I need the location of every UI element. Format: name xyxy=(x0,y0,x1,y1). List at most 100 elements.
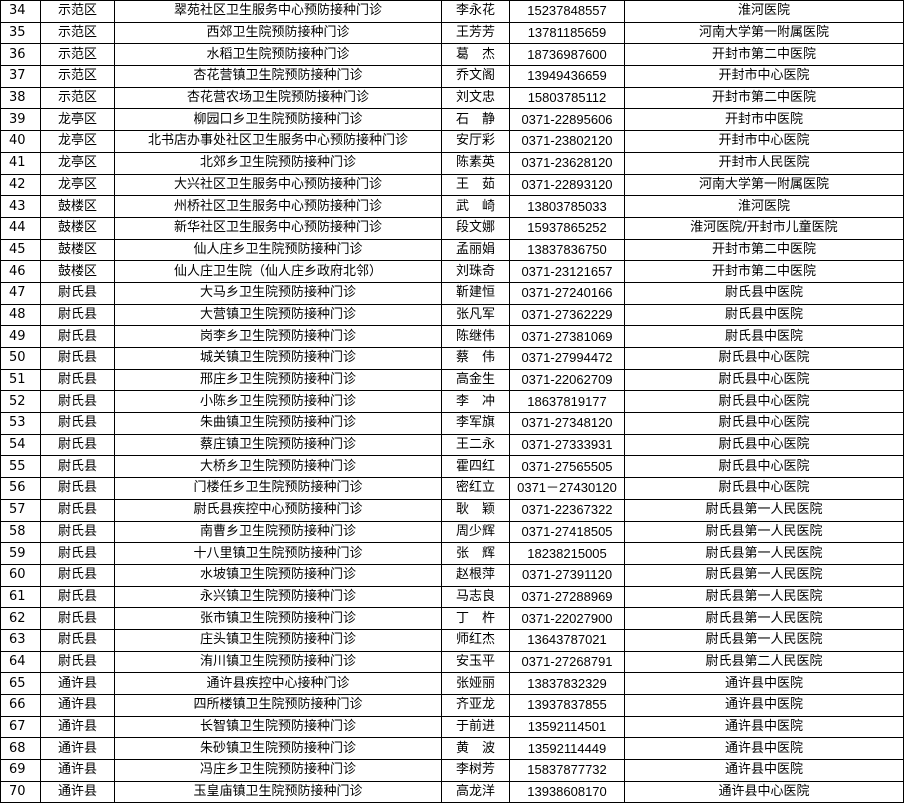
contact-person: 于前进 xyxy=(441,715,510,739)
contact-person: 蔡 伟 xyxy=(441,347,510,370)
phone-number: 0371-27333931 xyxy=(509,433,625,457)
designated-hospital: 尉氏县第一人民医院 xyxy=(624,498,904,522)
contact-person: 高龙洋 xyxy=(441,780,510,804)
clinic-name: 北郊乡卫生院预防接种门诊 xyxy=(114,151,442,175)
district: 鼓楼区 xyxy=(40,216,115,240)
row-number: 65 xyxy=(0,672,41,695)
clinic-name: 城关镇卫生院预防接种门诊 xyxy=(114,347,442,370)
row-number: 60 xyxy=(0,563,41,587)
clinic-name: 长智镇卫生院预防接种门诊 xyxy=(114,715,442,739)
phone-number: 13592114501 xyxy=(509,715,625,739)
designated-hospital: 通许县中医院 xyxy=(624,715,904,739)
district: 尉氏县 xyxy=(40,325,115,348)
district: 尉氏县 xyxy=(40,281,115,305)
clinic-name: 通许县疾控中心接种门诊 xyxy=(114,672,442,695)
row-number: 43 xyxy=(0,195,41,218)
table-row: 44 鼓楼区 新华社区卫生服务中心预防接种门诊 段文娜 15937865252 淮河医院/… xyxy=(0,216,904,240)
contact-person: 李 冲 xyxy=(441,390,510,414)
table-row: 64 尉氏县 洧川镇卫生院预防接种门诊 安玉平 0371-27268791 尉氏县第二人民… xyxy=(0,650,904,674)
contact-person: 丁 杵 xyxy=(441,607,510,630)
district: 尉氏县 xyxy=(40,390,115,414)
district: 尉氏县 xyxy=(40,563,115,587)
district: 示范区 xyxy=(40,65,115,88)
contact-person: 张凡军 xyxy=(441,303,510,327)
phone-number: 0371-27240166 xyxy=(509,281,625,305)
row-number: 45 xyxy=(0,238,41,262)
district: 尉氏县 xyxy=(40,607,115,630)
phone-number: 0371-22893120 xyxy=(509,173,625,197)
district: 龙亭区 xyxy=(40,173,115,197)
district: 尉氏县 xyxy=(40,347,115,370)
district: 尉氏县 xyxy=(40,433,115,457)
phone-number: 0371-22895606 xyxy=(509,108,625,132)
designated-hospital: 河南大学第一附属医院 xyxy=(624,173,904,197)
phone-number: 13803785033 xyxy=(509,195,625,218)
table-row: 58 尉氏县 南曹乡卫生院预防接种门诊 周少辉 0371-27418505 尉氏县第一人民… xyxy=(0,520,904,544)
clinic-name: 水稻卫生院预防接种门诊 xyxy=(114,43,442,67)
contact-person: 葛 杰 xyxy=(441,43,510,67)
clinic-name: 十八里镇卫生院预防接种门诊 xyxy=(114,542,442,565)
phone-number: 0371-22027900 xyxy=(509,607,625,630)
table-row: 36 示范区 水稻卫生院预防接种门诊葛 杰 18736987600 开封市第二中医院 xyxy=(0,43,904,67)
designated-hospital: 尉氏县中医院 xyxy=(624,303,904,327)
table-row: 40 龙亭区 北书店办事处社区卫生服务中心预防接种门诊 安厅彩 0371-2380212… xyxy=(0,130,904,153)
table-row: 45 鼓楼区 仙人庄乡卫生院预防接种门诊 孟丽娟 13837836750 开封市第二中医院 xyxy=(0,238,904,262)
phone-number: 15803785112 xyxy=(509,86,625,110)
contact-person: 王二永 xyxy=(441,433,510,457)
contact-person: 周少辉 xyxy=(441,520,510,544)
contact-person: 密红立 xyxy=(441,477,510,500)
phone-number: 0371-27565505 xyxy=(509,455,625,479)
row-number: 48 xyxy=(0,303,41,327)
row-number: 54 xyxy=(0,433,41,457)
table-row: 48 尉氏县 大营镇卫生院预防接种门诊 张凡军 0371-27362229 尉氏县中医院 xyxy=(0,303,904,327)
table-row: 47 尉氏县 大马乡卫生院预防接种门诊 靳建恒 0371-27240166 尉氏县中医院 xyxy=(0,281,904,305)
designated-hospital: 开封市第二中医院 xyxy=(624,238,904,262)
row-number: 42 xyxy=(0,173,41,197)
clinic-name: 洧川镇卫生院预防接种门诊 xyxy=(114,650,442,674)
district: 示范区 xyxy=(40,21,115,45)
district: 示范区 xyxy=(40,43,115,67)
table-row: 63 尉氏县 庄头镇卫生院预防接种门诊 师红杰 13643787021 尉氏县第一人民医院 xyxy=(0,628,904,652)
row-number: 57 xyxy=(0,498,41,522)
table-row: 41 龙亭区 北郊乡卫生院预防接种门诊 陈素英 0371-23628120 开封市人民医院 xyxy=(0,151,904,175)
clinic-name: 四所楼镇卫生院预防接种门诊 xyxy=(114,694,442,717)
row-number: 58 xyxy=(0,520,41,544)
row-number: 46 xyxy=(0,260,41,283)
contact-person: 师红杰 xyxy=(441,628,510,652)
row-number: 70 xyxy=(0,780,41,804)
designated-hospital: 开封市第二中医院 xyxy=(624,43,904,67)
phone-number: 0371-23628120 xyxy=(509,151,625,175)
district: 尉氏县 xyxy=(40,585,115,609)
table-row: 65 通许县 通许县疾控中心接种门诊 张娅丽 13837832329 通许县中医院 xyxy=(0,672,904,695)
district: 尉氏县 xyxy=(40,650,115,674)
designated-hospital: 尉氏县中心医院 xyxy=(624,433,904,457)
designated-hospital: 尉氏县第二人民医院 xyxy=(624,650,904,674)
clinic-name: 大兴社区卫生服务中心预防接种门诊 xyxy=(114,173,442,197)
phone-number: 13592114449 xyxy=(509,737,625,761)
table-row: 34 示范区 翠苑社区卫生服务中心预防接种门诊 李永花 15237848557 淮河医院 xyxy=(0,0,904,23)
clinic-name: 大营镇卫生院预防接种门诊 xyxy=(114,303,442,327)
contact-person: 马志良 xyxy=(441,585,510,609)
designated-hospital: 通许县中心医院 xyxy=(624,780,904,804)
clinic-name: 北书店办事处社区卫生服务中心预防接种门诊 xyxy=(114,130,442,153)
district: 龙亭区 xyxy=(40,108,115,132)
contact-person: 王 茹 xyxy=(441,173,510,197)
contact-person: 刘珠奇 xyxy=(441,260,510,283)
district: 示范区 xyxy=(40,86,115,110)
phone-number: 13949436659 xyxy=(509,65,625,88)
district: 尉氏县 xyxy=(40,520,115,544)
district: 龙亭区 xyxy=(40,151,115,175)
table-row: 67 通许县 长智镇卫生院预防接种门诊 于前进 13592114501 通许县中医院 xyxy=(0,715,904,739)
contact-person: 齐亚龙 xyxy=(441,694,510,717)
clinic-name: 张市镇卫生院预防接种门诊 xyxy=(114,607,442,630)
row-number: 35 xyxy=(0,21,41,45)
clinic-name: 大马乡卫生院预防接种门诊 xyxy=(114,281,442,305)
district: 鼓楼区 xyxy=(40,260,115,283)
table-row: 57 尉氏县 尉氏县疾控中心预防接种门诊耿 颖 0371-22367322 尉氏县第一人… xyxy=(0,498,904,522)
row-number: 61 xyxy=(0,585,41,609)
phone-number: 0371-27268791 xyxy=(509,650,625,674)
district: 示范区 xyxy=(40,0,115,23)
contact-person: 张 辉 xyxy=(441,542,510,565)
designated-hospital: 通许县中医院 xyxy=(624,672,904,695)
row-number: 41 xyxy=(0,151,41,175)
